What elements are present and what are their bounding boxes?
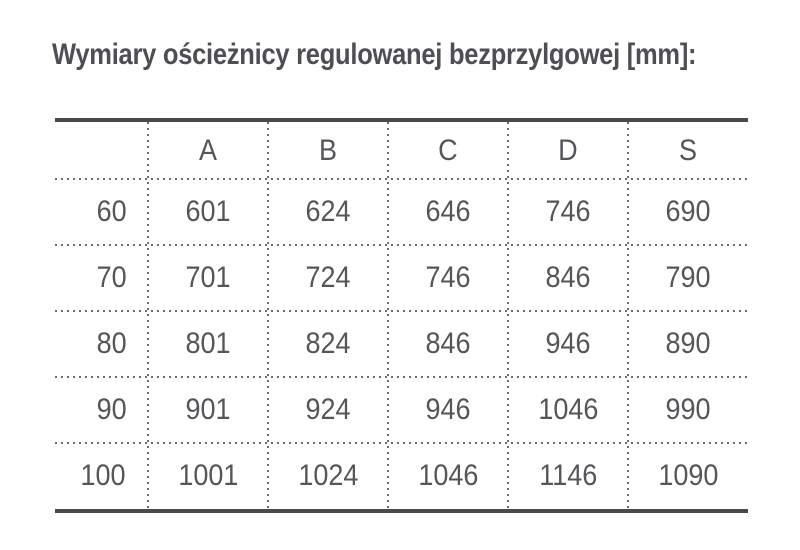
dotted-row-line [55,244,748,246]
row-label: 70 [96,261,127,294]
dimension-cell: 690 [665,195,711,228]
dimension-cell: 1146 [538,459,598,492]
dimension-cell: 890 [665,327,711,360]
dotted-column-line [507,122,509,509]
dotted-column-line [147,122,149,509]
row-label: 60 [96,195,127,228]
dimension-cell: 801 [185,327,231,360]
table-header-row: A B C D S [55,122,748,179]
table-row: 100 1001 1024 1046 1146 1090 [55,443,748,509]
dimension-cell: 824 [305,327,351,360]
page-title: Wymiary ościeżnicy regulowanej bezprzylg… [52,38,697,71]
table-row: 70 701 724 746 846 790 [55,245,748,311]
column-header-blank [55,122,148,179]
dotted-column-line [267,122,269,509]
dimension-cell: 624 [305,195,351,228]
dimension-cell: 924 [305,393,351,426]
row-label: 90 [96,393,127,426]
dimension-cell: 1046 [417,459,479,492]
dimension-cell: 990 [665,393,711,426]
dimensions-table: A B C D S 60 601 624 646 746 690 70 701 … [55,118,748,513]
column-header-s: S [678,133,697,167]
dotted-row-line [55,310,748,312]
dimension-cell: 1046 [537,393,599,426]
dimension-cell: 1024 [297,459,359,492]
dimension-cell: 701 [185,261,231,294]
dotted-column-line [627,122,629,509]
row-label: 100 [80,459,126,492]
dimension-cell: 724 [305,261,351,294]
column-header-d: D [558,133,578,167]
dimension-cell: 746 [545,195,591,228]
table-row: 90 901 924 946 1046 990 [55,377,748,443]
dimension-cell: 1090 [657,459,719,492]
dimension-cell: 946 [545,327,591,360]
dimension-cell: 601 [185,195,231,228]
dimension-cell: 901 [185,393,231,426]
table-grid: A B C D S 60 601 624 646 746 690 70 701 … [55,122,748,509]
dotted-column-line [387,122,389,509]
column-header-b: B [318,133,337,167]
dimension-cell: 946 [425,393,471,426]
dimension-cell: 790 [665,261,711,294]
column-header-a: A [198,133,217,167]
dotted-row-line [55,442,748,444]
dimension-cell: 1001 [177,459,239,492]
row-label: 80 [96,327,127,360]
column-header-c: C [438,133,458,167]
dotted-row-line [55,178,748,180]
dimension-cell: 746 [425,261,471,294]
table-row: 80 801 824 846 946 890 [55,311,748,377]
dotted-row-line [55,376,748,378]
table-row: 60 601 624 646 746 690 [55,179,748,245]
dimension-cell: 646 [425,195,471,228]
dimension-cell: 846 [425,327,471,360]
dimension-cell: 846 [545,261,591,294]
